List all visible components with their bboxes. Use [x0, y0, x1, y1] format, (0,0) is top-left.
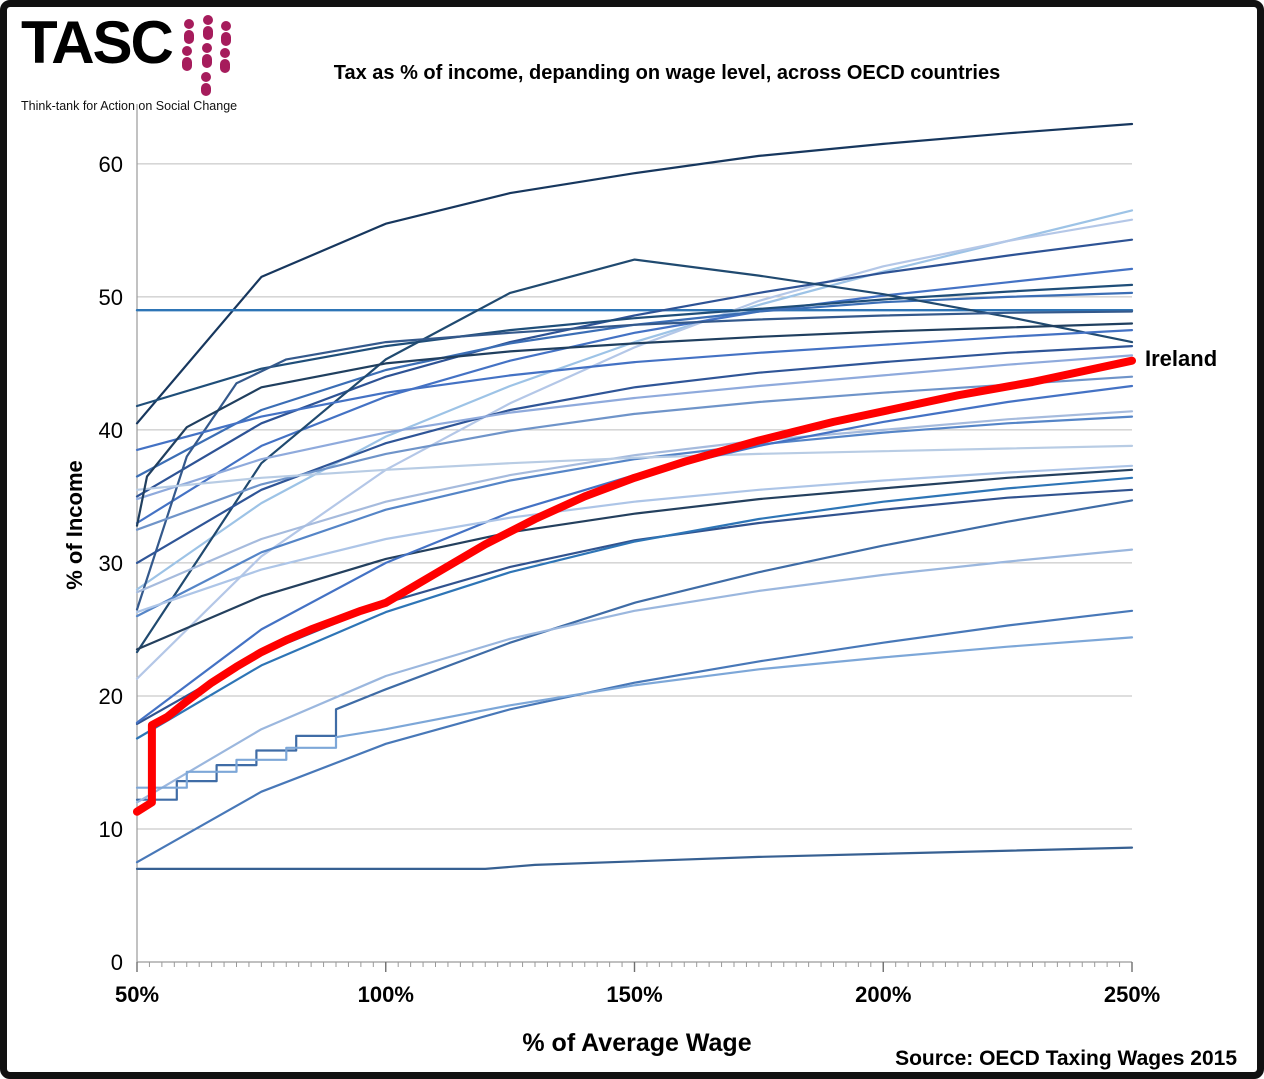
- x-tick-label: 200%: [855, 982, 911, 1007]
- x-tick-label: 150%: [606, 982, 662, 1007]
- series-line-oecd-line-10: [135, 310, 1134, 611]
- y-tick-label: 40: [99, 418, 123, 443]
- series-line-oecd-line-16: [135, 415, 1134, 618]
- series-line-oecd-line-18: [135, 468, 1134, 651]
- series-line-oecd-line-24: [135, 846, 1134, 871]
- series-line-oecd-line-06: [135, 267, 1134, 525]
- x-axis-label: % of Average Wage: [522, 1029, 752, 1057]
- series-line-oecd-line-13: [135, 354, 1134, 501]
- chart-title: Tax as % of income, depanding on wage le…: [333, 62, 1001, 84]
- series-line-oecd-line-03: [135, 209, 1134, 591]
- series-line-oecd-line-15: [135, 410, 1134, 594]
- series-line-oecd-line-11: [135, 329, 1134, 451]
- series-line-oecd-line-27: [135, 464, 1134, 614]
- series-line-oecd-line-09: [135, 258, 1134, 654]
- tasc-logo-subtitle: Think-tank for Action on Social Change: [21, 99, 238, 113]
- series-line-Ireland: [133, 356, 1136, 816]
- chart-canvas: 0 10 20 30 40 50 60 50% 100% 150% 200% 250%: [99, 104, 1160, 1007]
- series-line-oecd-line-26: [135, 476, 1134, 740]
- x-tick-label: 50%: [115, 982, 159, 1007]
- series-line-oecd-line-28: [135, 322, 1134, 527]
- x-tick-label: 100%: [358, 982, 414, 1007]
- y-tick-label: 60: [99, 152, 123, 177]
- x-tick-label: 250%: [1104, 982, 1160, 1007]
- tasc-logo-text: TASC: [21, 9, 174, 76]
- ireland-annotation: Ireland: [1145, 345, 1218, 371]
- series-line-oecd-line-23: [135, 636, 1134, 789]
- y-tick-label: 0: [111, 950, 123, 975]
- tasc-logo: TASC Think-tank for Action on Social Cha…: [21, 9, 238, 114]
- y-tick-label: 30: [99, 551, 123, 576]
- y-tick-label: 10: [99, 817, 123, 842]
- series-line-oecd-line-19: [135, 499, 1134, 801]
- y-tick-label: 50: [99, 285, 123, 310]
- series-line-oecd-line-01: [135, 122, 1134, 425]
- series-line-oecd-line-22: [135, 609, 1134, 864]
- series-line-oecd-line-17: [135, 444, 1134, 491]
- source-note: Source: OECD Taxing Wages 2015: [895, 1047, 1237, 1070]
- series-line-oecd-line-07: [135, 283, 1134, 408]
- series-line-oecd-line-20: [135, 488, 1134, 726]
- series-line-oecd-line-21: [135, 548, 1134, 804]
- y-tick-label: 20: [99, 684, 123, 709]
- tasc-people-icon: [181, 15, 231, 96]
